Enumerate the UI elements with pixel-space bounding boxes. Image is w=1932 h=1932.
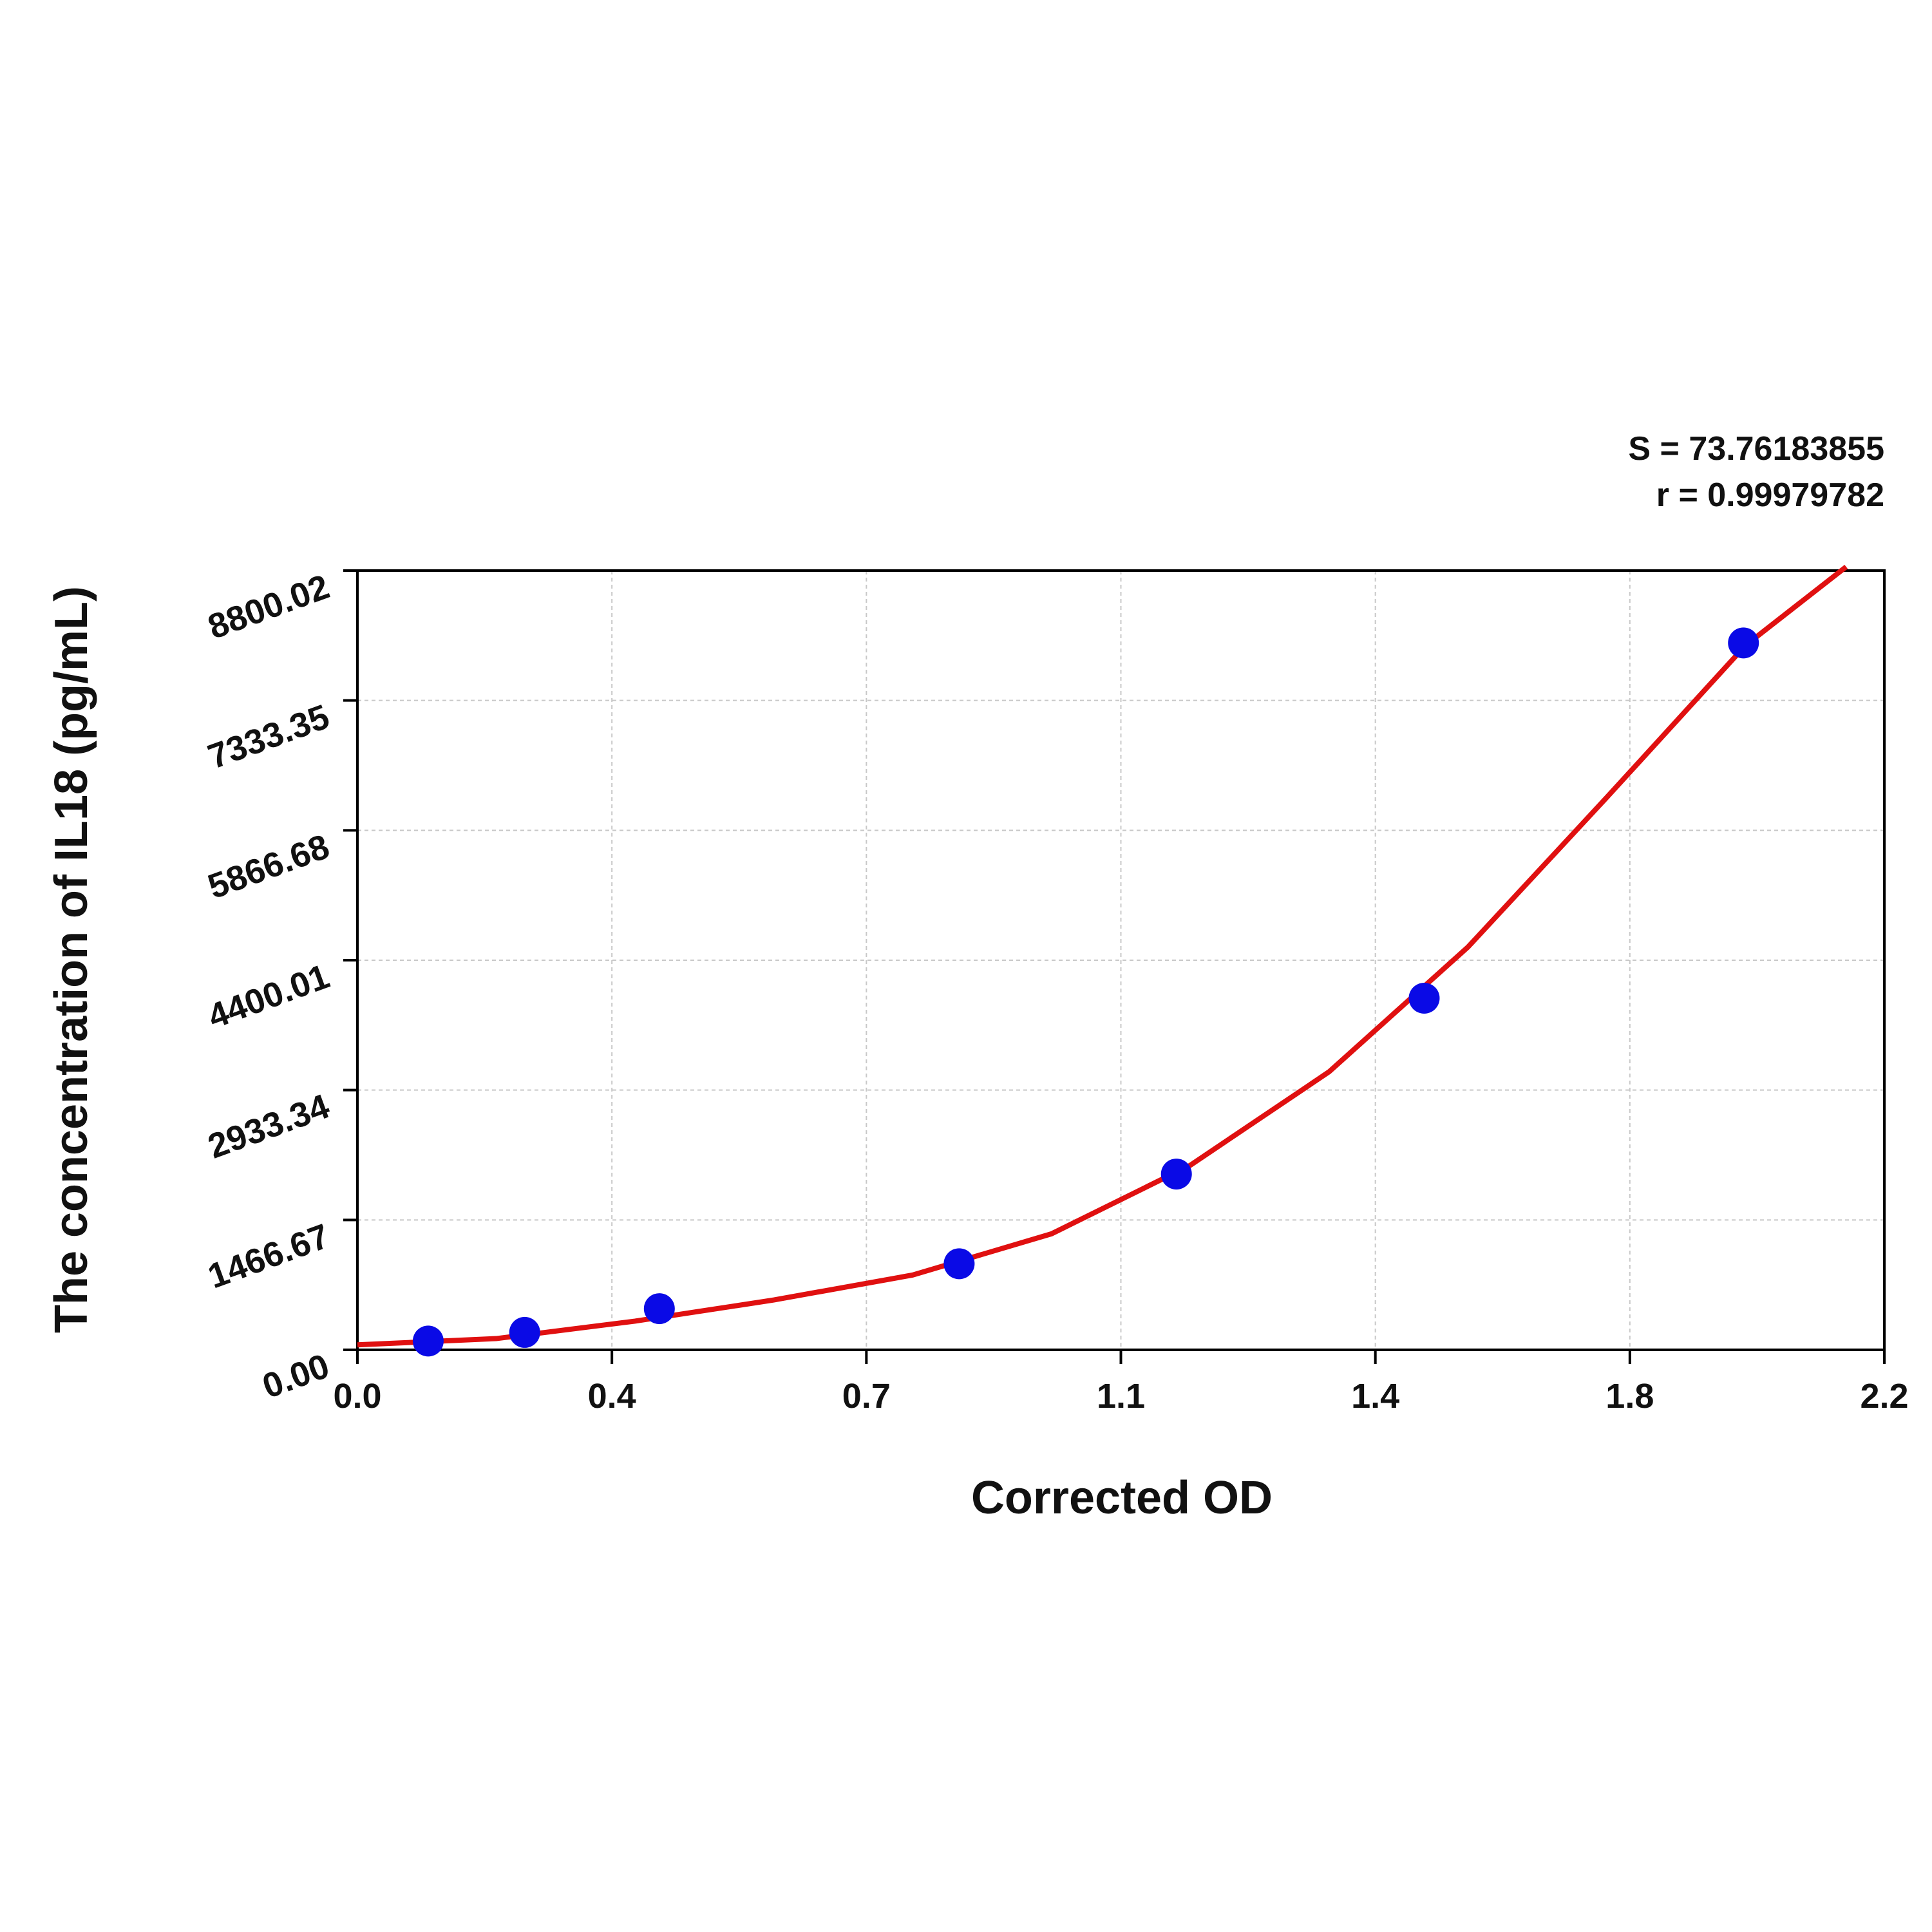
y-tick-label: 4400.01 — [203, 957, 334, 1036]
y-tick-label: 0.00 — [258, 1347, 334, 1406]
y-tick-label: 8800.02 — [203, 567, 334, 647]
data-point — [1728, 627, 1759, 659]
data-point — [643, 1293, 675, 1325]
x-tick-label: 1.1 — [1097, 1377, 1145, 1416]
x-axis-title: Corrected OD — [971, 1472, 1273, 1524]
x-tick-label: 1.8 — [1605, 1377, 1654, 1416]
data-point — [1408, 982, 1440, 1014]
data-point — [1160, 1159, 1192, 1190]
x-tick-label: 1.4 — [1351, 1377, 1399, 1416]
annotation: r = 0.99979782 — [1656, 477, 1884, 514]
y-tick-label: 7333.35 — [203, 697, 334, 777]
plot-frame — [356, 569, 1886, 1351]
y-axis-title: The concentration of IL18 (pg/mL) — [46, 586, 97, 1333]
fit-curve — [357, 564, 1848, 1348]
data-point — [943, 1248, 975, 1280]
y-tick-label: 5866.68 — [203, 827, 334, 906]
y-tick-label: 1466.67 — [203, 1217, 334, 1296]
x-tick-label: 2.2 — [1860, 1377, 1908, 1416]
x-tick-label: 0.0 — [333, 1377, 381, 1416]
x-tick-label: 0.4 — [588, 1377, 636, 1416]
x-tick-label: 0.7 — [842, 1377, 891, 1416]
data-point — [412, 1325, 444, 1357]
annotation: S = 73.76183855 — [1628, 430, 1884, 468]
y-tick-label: 2933.34 — [203, 1087, 334, 1166]
data-point — [509, 1316, 540, 1348]
